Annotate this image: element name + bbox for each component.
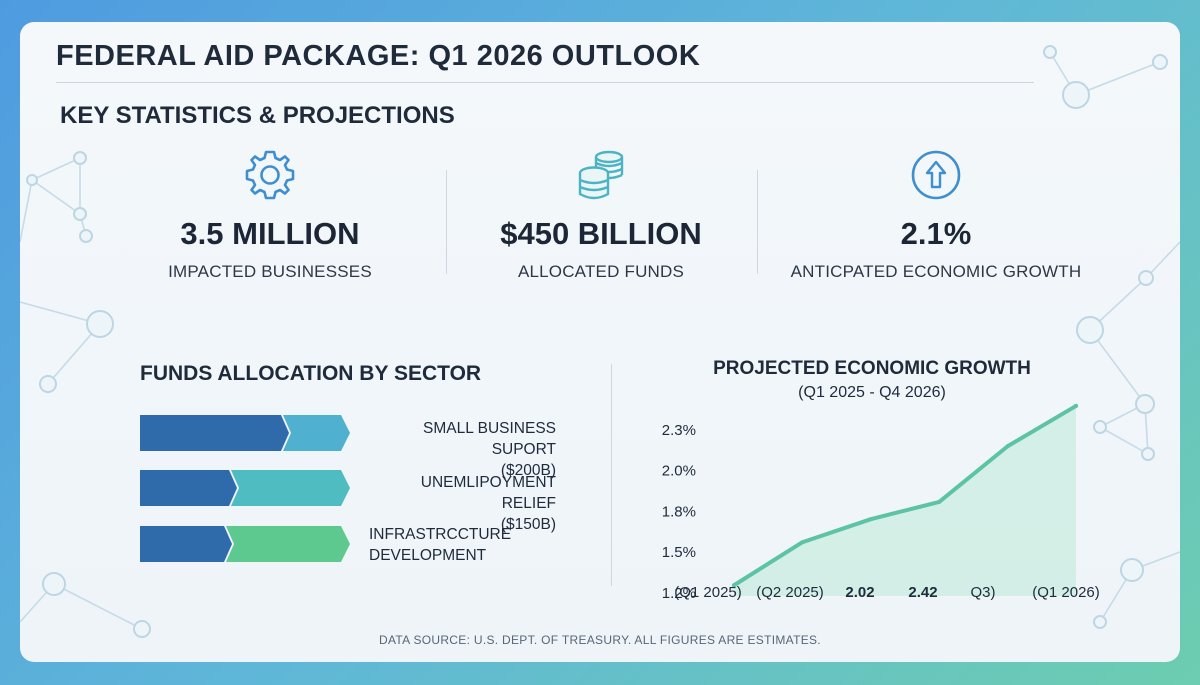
allocation-bar-graphic xyxy=(140,415,350,451)
y-tick-label: 1.8% xyxy=(662,503,696,520)
allocation-bar-accent xyxy=(283,415,350,451)
allocation-label-line: SMALL BUSINESS SUPORT xyxy=(423,420,556,458)
x-tick-label: Q3) xyxy=(970,584,996,601)
allocation-bar-primary xyxy=(140,415,289,451)
stat-label: IMPACTED BUSINESSES xyxy=(168,262,372,281)
allocation-bar-graphic xyxy=(140,470,350,506)
allocation-bar-primary xyxy=(140,470,237,506)
stat-label: ANTICPATED ECONOMIC GROWTH xyxy=(790,262,1082,281)
allocation-label-line: INFRASTRCCTURE xyxy=(369,526,512,543)
stat-label: ALLOCATED FUNDS xyxy=(517,262,685,281)
growth-line xyxy=(732,403,1078,588)
chart-title: PROJECTED ECONOMIC GROWTH xyxy=(713,358,1031,379)
stat-value: $450 BILLION xyxy=(500,216,702,251)
section-divider xyxy=(611,364,612,586)
allocation-label-line: UNEMLIPOYMENT RELIEF xyxy=(420,474,556,512)
allocation-bar-accent xyxy=(231,470,350,506)
x-tick-label: 2.42 xyxy=(908,584,938,601)
section-title-funds-allocation: FUNDS ALLOCATION BY SECTOR xyxy=(140,362,482,385)
growth-chart: 1.2% 1.5% 1.8% 2.0% 2.3% xyxy=(662,403,1078,600)
allocation-bar-small-business xyxy=(140,415,350,451)
growth-point xyxy=(937,499,942,504)
x-tick-label: (Q2 2025) xyxy=(756,584,824,601)
section-title-key-stats: KEY STATISTICS & PROJECTIONS xyxy=(60,102,455,129)
allocation-bar-primary xyxy=(140,526,232,562)
allocation-label-small-business: SMALL BUSINESS SUPORT ($200B) xyxy=(366,418,556,481)
x-tick-label: 2.02 xyxy=(845,584,875,601)
infographic-card: FEDERAL AID PACKAGE: Q1 2026 OUTLOOK KEY… xyxy=(20,22,1180,662)
growth-point xyxy=(800,540,805,545)
stat-economic-growth: 2.1% ANTICPATED ECONOMIC GROWTH xyxy=(786,146,1086,282)
y-tick-label: 2.0% xyxy=(662,463,696,480)
x-tick-label: (Q1 2025) xyxy=(674,584,742,601)
stat-value: 2.1% xyxy=(900,216,972,251)
coins-icon xyxy=(451,146,751,204)
stat-impacted-businesses: 3.5 MILLION IMPACTED BUSINESSES xyxy=(120,146,420,282)
y-tick-label: 1.2% xyxy=(662,585,696,600)
allocation-bar-unemployment xyxy=(140,470,350,506)
growth-point xyxy=(1005,444,1010,449)
y-tick-label: 2.3% xyxy=(662,422,696,439)
x-tick-label: (Q1 2026) xyxy=(1032,584,1100,601)
stat-divider xyxy=(757,170,758,274)
allocation-label-line: DEVELOPMENT xyxy=(369,547,487,564)
stat-value: 3.5 MILLION xyxy=(180,216,360,251)
allocation-label-unemployment: UNEMLIPOYMENT RELIEF ($150B) xyxy=(366,472,556,535)
growth-point xyxy=(732,583,736,588)
allocation-bar-infrastructure xyxy=(140,526,350,562)
allocation-value: ($150B) xyxy=(500,516,556,533)
allocation-bar-accent xyxy=(226,526,350,562)
allocation-value: ($200B) xyxy=(500,462,556,479)
stat-divider xyxy=(446,170,447,274)
growth-area xyxy=(734,405,1076,596)
chart-subtitle: (Q1 2025 - Q4 2026) xyxy=(798,384,946,401)
arrow-up-circle-icon xyxy=(786,146,1086,204)
stat-allocated-funds: $450 BILLION ALLOCATED FUNDS xyxy=(451,146,751,282)
allocation-label-infrastructure: INFRASTRCCTURE DEVELOPMENT xyxy=(369,524,559,566)
growth-point xyxy=(868,517,873,522)
y-tick-label: 1.5% xyxy=(662,544,696,561)
data-source-note: DATA SOURCE: U.S. DEPT. OF TREASURY. ALL… xyxy=(379,633,821,647)
allocation-bar-graphic xyxy=(140,526,350,562)
page-title: FEDERAL AID PACKAGE: Q1 2026 OUTLOOK xyxy=(56,40,701,72)
title-divider xyxy=(56,82,1034,83)
gear-icon xyxy=(120,146,420,204)
growth-point xyxy=(1074,403,1078,408)
